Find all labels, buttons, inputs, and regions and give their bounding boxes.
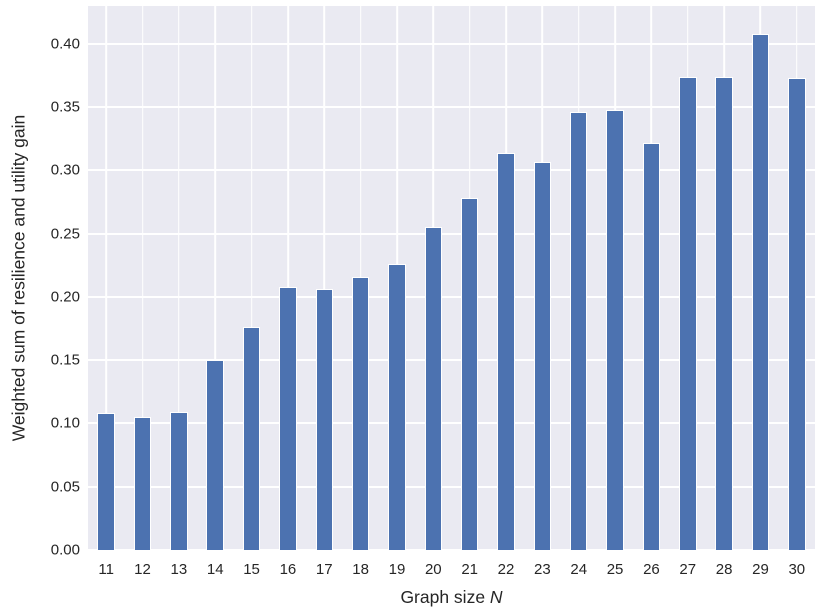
y-axis-label: Weighted sum of resilience and utility g… — [8, 114, 29, 442]
x-axis-label: Graph size N — [88, 587, 815, 608]
gridline-vertical — [178, 6, 180, 550]
x-tick-label: 13 — [170, 561, 188, 578]
x-tick-label: 14 — [206, 561, 224, 578]
plot-area — [88, 6, 815, 551]
bar-25 — [606, 109, 624, 550]
gridline-vertical — [141, 6, 144, 550]
gridline-horizontal — [88, 106, 815, 109]
x-tick-label: 16 — [279, 561, 297, 578]
gridline-horizontal — [88, 422, 815, 425]
x-tick-label: 19 — [388, 561, 406, 578]
bar-13 — [170, 412, 188, 550]
gridline-vertical — [105, 6, 107, 550]
bar-26 — [642, 142, 661, 550]
bar-16 — [279, 286, 297, 550]
x-tick-label: 21 — [461, 561, 479, 578]
x-tick-label: 12 — [134, 561, 151, 578]
gridline-horizontal — [88, 232, 815, 235]
x-axis-label-variable: N — [489, 587, 503, 607]
bar-23 — [533, 161, 552, 550]
bar-20 — [424, 227, 443, 550]
x-tick-label: 18 — [352, 561, 369, 578]
x-tick-label: 20 — [424, 561, 442, 578]
gridline-horizontal — [88, 42, 815, 45]
gridline-horizontal — [88, 485, 815, 488]
y-tick-label: 0.10 — [50, 414, 80, 432]
bar-21 — [460, 198, 479, 550]
x-tick-label: 15 — [243, 561, 260, 578]
gridline-horizontal — [88, 169, 815, 172]
bar-17 — [315, 289, 334, 550]
bar-29 — [751, 33, 770, 550]
x-tick-label: 28 — [715, 561, 733, 578]
x-tick-label: 26 — [643, 561, 660, 578]
bar-19 — [388, 264, 406, 550]
bar-28 — [715, 76, 733, 550]
x-tick-label: 11 — [98, 561, 114, 578]
gridline-horizontal — [88, 295, 815, 298]
gridline-horizontal — [88, 359, 815, 362]
bar-22 — [497, 152, 515, 550]
y-tick-label: 0.00 — [50, 541, 80, 559]
bar-30 — [788, 78, 806, 550]
x-tick-label: 27 — [679, 561, 697, 578]
x-tick-label: 25 — [606, 561, 624, 578]
y-tick-label: 0.25 — [50, 225, 80, 243]
gridline-vertical — [214, 6, 217, 550]
x-tick-label: 22 — [497, 561, 515, 578]
x-tick-label: 30 — [788, 561, 806, 578]
gridline-vertical — [250, 6, 253, 550]
x-tick-label: 24 — [570, 561, 588, 578]
x-tick-label: 23 — [534, 561, 551, 578]
y-tick-label: 0.15 — [50, 351, 80, 369]
x-tick-label: 17 — [315, 561, 333, 578]
y-tick-label: 0.05 — [50, 478, 80, 496]
x-tick-label: 29 — [752, 561, 769, 578]
y-tick-label: 0.20 — [50, 288, 80, 306]
x-axis-label-text: Graph size — [400, 587, 490, 607]
y-tick-label: 0.35 — [50, 98, 80, 116]
bar-14 — [206, 360, 224, 550]
gridline-vertical — [287, 6, 289, 550]
y-tick-label: 0.40 — [50, 35, 80, 53]
bar-27 — [679, 76, 697, 550]
bar-15 — [242, 327, 261, 550]
y-tick-label: 0.30 — [50, 161, 80, 179]
gridline-horizontal — [88, 549, 815, 551]
bar-18 — [351, 276, 370, 550]
bar-24 — [569, 112, 588, 550]
bar-11 — [97, 413, 115, 550]
gridline-vertical — [323, 6, 326, 550]
bar-12 — [133, 417, 152, 550]
